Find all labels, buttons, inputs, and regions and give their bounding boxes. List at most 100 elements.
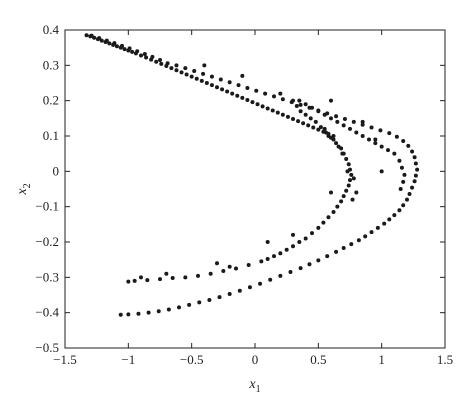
data-point bbox=[139, 275, 143, 280]
data-point bbox=[399, 165, 404, 170]
data-point bbox=[410, 185, 415, 190]
data-point bbox=[179, 70, 184, 75]
data-point bbox=[392, 151, 397, 156]
data-point bbox=[415, 167, 420, 172]
data-point bbox=[272, 94, 276, 99]
y-tick-label: 0.4 bbox=[43, 22, 60, 37]
data-point bbox=[265, 106, 270, 111]
y-tick-label: 0 bbox=[53, 163, 60, 178]
data-point bbox=[334, 249, 339, 254]
data-point bbox=[207, 297, 212, 302]
data-point bbox=[407, 191, 412, 196]
data-point bbox=[165, 61, 170, 66]
data-point bbox=[405, 197, 409, 202]
data-point bbox=[255, 102, 260, 107]
data-point bbox=[346, 183, 351, 188]
data-point bbox=[246, 262, 251, 267]
x-tick-label: 1.5 bbox=[437, 352, 453, 367]
x-tick-label: 0 bbox=[252, 352, 259, 367]
data-point bbox=[99, 38, 104, 43]
data-point bbox=[215, 85, 219, 90]
data-point bbox=[166, 307, 171, 312]
y-tick-label: −0.4 bbox=[35, 305, 59, 320]
data-point bbox=[237, 288, 242, 293]
y-tick-label: 0.2 bbox=[43, 93, 59, 108]
data-point bbox=[169, 66, 174, 71]
data-point bbox=[146, 310, 151, 315]
data-point bbox=[170, 276, 175, 281]
data-point bbox=[401, 179, 406, 184]
data-point bbox=[164, 271, 169, 276]
data-point bbox=[402, 172, 407, 177]
data-point bbox=[265, 240, 270, 244]
data-point bbox=[340, 151, 345, 156]
data-point bbox=[303, 112, 308, 117]
data-point bbox=[122, 47, 127, 52]
data-point bbox=[413, 161, 418, 166]
data-point bbox=[97, 36, 102, 41]
data-point bbox=[335, 119, 340, 124]
data-point bbox=[356, 238, 361, 243]
data-point bbox=[245, 85, 250, 90]
data-point bbox=[130, 49, 135, 54]
data-points bbox=[84, 33, 420, 317]
data-point bbox=[316, 127, 321, 132]
data-point bbox=[298, 109, 303, 114]
data-point bbox=[318, 125, 323, 130]
data-point bbox=[392, 213, 397, 218]
data-point bbox=[275, 110, 280, 115]
data-point bbox=[310, 105, 314, 110]
y-tick-label: −0.2 bbox=[35, 234, 59, 249]
data-point bbox=[136, 311, 141, 316]
data-point bbox=[334, 114, 339, 119]
data-point bbox=[114, 44, 119, 49]
data-point bbox=[158, 277, 162, 282]
data-point bbox=[189, 74, 194, 79]
plot-area-frame bbox=[64, 29, 446, 349]
data-point bbox=[360, 119, 365, 124]
data-point bbox=[349, 242, 354, 247]
data-point bbox=[278, 273, 283, 278]
data-point bbox=[346, 162, 351, 167]
data-point bbox=[316, 109, 321, 114]
data-point bbox=[158, 58, 162, 63]
data-point bbox=[348, 178, 352, 183]
data-point bbox=[363, 234, 368, 239]
data-point bbox=[297, 240, 302, 244]
data-point bbox=[285, 114, 290, 119]
data-point bbox=[387, 131, 392, 136]
data-point bbox=[413, 173, 418, 178]
data-point bbox=[254, 88, 259, 93]
data-point bbox=[323, 130, 328, 135]
data-point bbox=[379, 169, 384, 174]
data-point bbox=[215, 261, 219, 266]
y-tick-label: 0.1 bbox=[43, 128, 59, 143]
data-point bbox=[296, 119, 301, 124]
y-tick-label: −0.5 bbox=[35, 340, 59, 355]
data-point bbox=[144, 55, 149, 60]
data-point bbox=[278, 251, 283, 256]
data-point bbox=[367, 137, 371, 142]
data-point bbox=[336, 144, 341, 149]
data-point bbox=[120, 43, 124, 48]
data-point bbox=[154, 59, 159, 64]
data-point bbox=[192, 68, 197, 73]
data-point bbox=[263, 91, 268, 96]
data-point bbox=[278, 91, 283, 96]
data-point bbox=[220, 87, 225, 92]
data-point bbox=[360, 134, 365, 138]
x-tick-label: −1 bbox=[121, 352, 135, 367]
data-point bbox=[150, 54, 155, 59]
data-point bbox=[234, 266, 238, 271]
data-point bbox=[145, 278, 150, 283]
data-point bbox=[156, 309, 161, 314]
data-point bbox=[406, 143, 411, 148]
data-point bbox=[208, 271, 213, 276]
data-point bbox=[132, 278, 137, 283]
data-point bbox=[126, 312, 131, 317]
data-point bbox=[230, 91, 235, 96]
data-point bbox=[291, 98, 295, 103]
data-point bbox=[329, 98, 333, 103]
x-axis-ticks: −1.5 −1 −0.5 0 0.5 1 1.5 bbox=[53, 30, 453, 367]
